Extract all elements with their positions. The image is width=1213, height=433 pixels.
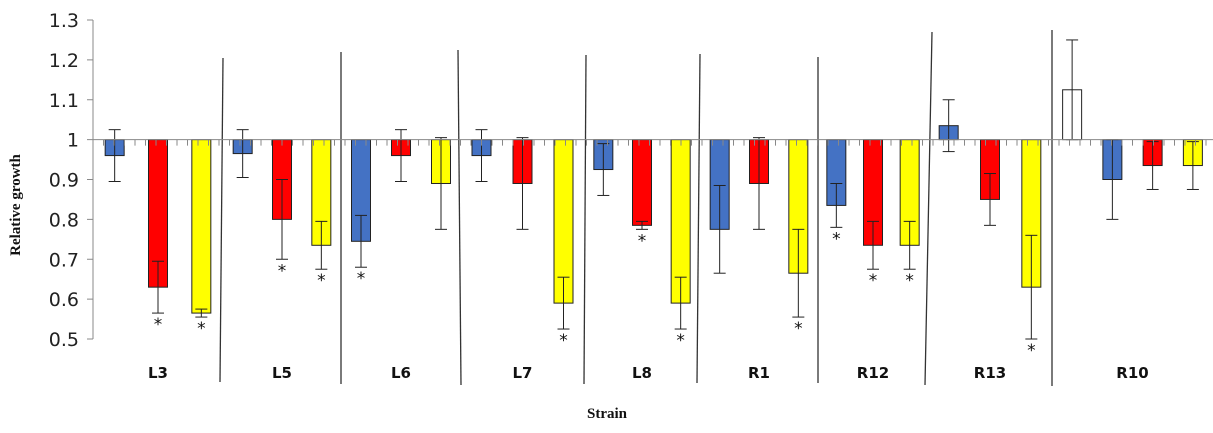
strain-label-r10: R10 [1116,364,1148,382]
significance-star: * [869,271,878,291]
bars-layer: * * L3 * * L5 * L6 * L7 * * L8 * R1 * * * R12 * R13 R10 [104,39,1203,382]
significance-star: * [676,331,685,351]
significance-star: * [278,261,287,281]
y-tick-label: 1 [67,130,79,152]
significance-star: * [197,319,206,339]
significance-star: * [357,269,366,289]
significance-star: * [559,331,568,351]
strain-label-l8: L8 [632,364,652,382]
group-divider [583,54,587,385]
y-tick-label: 0.7 [49,249,79,271]
strain-label-r13: R13 [974,364,1006,382]
bar-l3-3 [191,139,212,314]
y-tick-label: 1.1 [49,90,79,112]
y-tick-label: 0.6 [49,289,79,311]
y-axis-title: Relative growth [8,153,24,255]
y-tick-label: 0.8 [49,209,79,231]
group-divider [924,31,933,386]
y-tick-label: 0.9 [49,170,79,192]
significance-star: * [1027,341,1036,361]
strain-label-l6: L6 [391,364,411,382]
significance-star: * [794,319,803,339]
group-divider [457,49,462,386]
y-tick-label: 1.3 [49,10,79,32]
significance-star: * [905,271,914,291]
axes-layer: 0.5 0.6 0.7 0.8 0.9 1 1.1 1.2 1.3 [49,10,1213,351]
strain-label-l3: L3 [148,364,168,382]
bar-l8-2 [632,139,652,226]
y-tick-label: 0.5 [49,329,79,351]
strain-label-r1: R1 [748,364,770,382]
strain-label-l7: L7 [513,364,533,382]
strain-label-l5: L5 [272,364,292,382]
x-axis-title: Strain [587,406,628,422]
significance-star: * [832,229,841,249]
significance-star: * [317,271,326,291]
group-dividers [219,30,1053,386]
significance-star: * [154,315,163,335]
significance-star: * [638,231,647,251]
y-tick-label: 1.2 [49,50,79,72]
group-divider [696,53,701,384]
group-divider [219,57,224,383]
strain-label-r12: R12 [857,364,889,382]
